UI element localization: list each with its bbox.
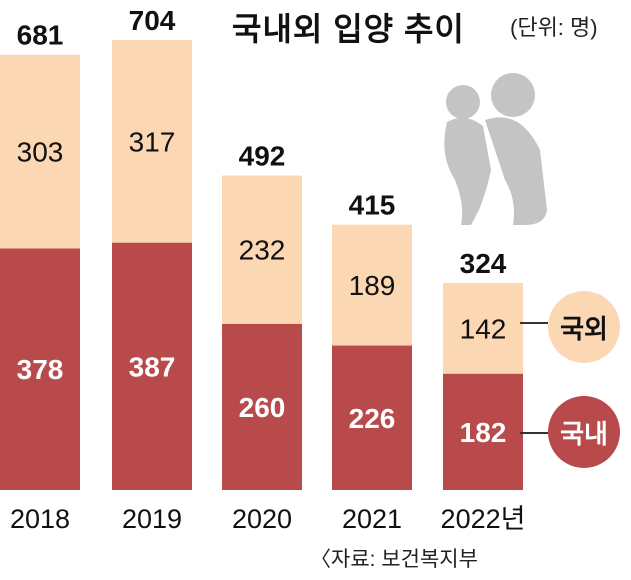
bar-foreign	[332, 224, 412, 346]
value-label-foreign: 189	[349, 270, 396, 301]
bar-foreign	[0, 54, 80, 249]
total-label: 704	[129, 5, 176, 36]
x-tick-label: 2021	[342, 504, 402, 534]
unit-label: (단위: 명)	[510, 15, 598, 40]
bar-domestic	[443, 373, 523, 490]
parent-child-silhouette-icon	[444, 73, 547, 225]
total-label: 415	[349, 190, 396, 221]
bar-foreign	[443, 282, 523, 374]
value-label-domestic: 260	[239, 392, 286, 423]
chart-title: 국내외 입양 추이	[232, 11, 465, 47]
value-label-domestic: 387	[129, 351, 176, 382]
value-label-domestic: 378	[17, 354, 64, 385]
value-label-foreign: 232	[239, 235, 286, 266]
legend-foreign-badge: 국외	[548, 291, 620, 363]
bar-foreign	[222, 175, 302, 324]
x-tick-label: 2022년	[441, 504, 526, 534]
total-label: 492	[239, 141, 286, 172]
legend-leader-foreign	[520, 322, 548, 324]
bar-foreign	[112, 40, 192, 243]
value-label-foreign: 303	[17, 137, 64, 168]
total-label: 324	[460, 248, 507, 279]
source-label: 〈자료: 보건복지부	[310, 548, 478, 571]
value-label-foreign: 142	[460, 313, 507, 344]
legend-domestic-badge: 국내	[548, 396, 620, 468]
x-tick-label: 2018	[10, 504, 70, 534]
bar-domestic	[222, 323, 302, 490]
value-label-foreign: 317	[129, 126, 176, 157]
bar-domestic	[0, 248, 80, 490]
x-tick-label: 2020	[232, 504, 292, 534]
total-label: 681	[17, 20, 64, 51]
bar-domestic	[332, 345, 412, 490]
x-tick-label: 2019	[122, 504, 182, 534]
bar-domestic	[112, 242, 192, 490]
value-label-domestic: 182	[460, 417, 507, 448]
legend-leader-domestic	[520, 432, 548, 434]
value-label-domestic: 226	[349, 403, 396, 434]
